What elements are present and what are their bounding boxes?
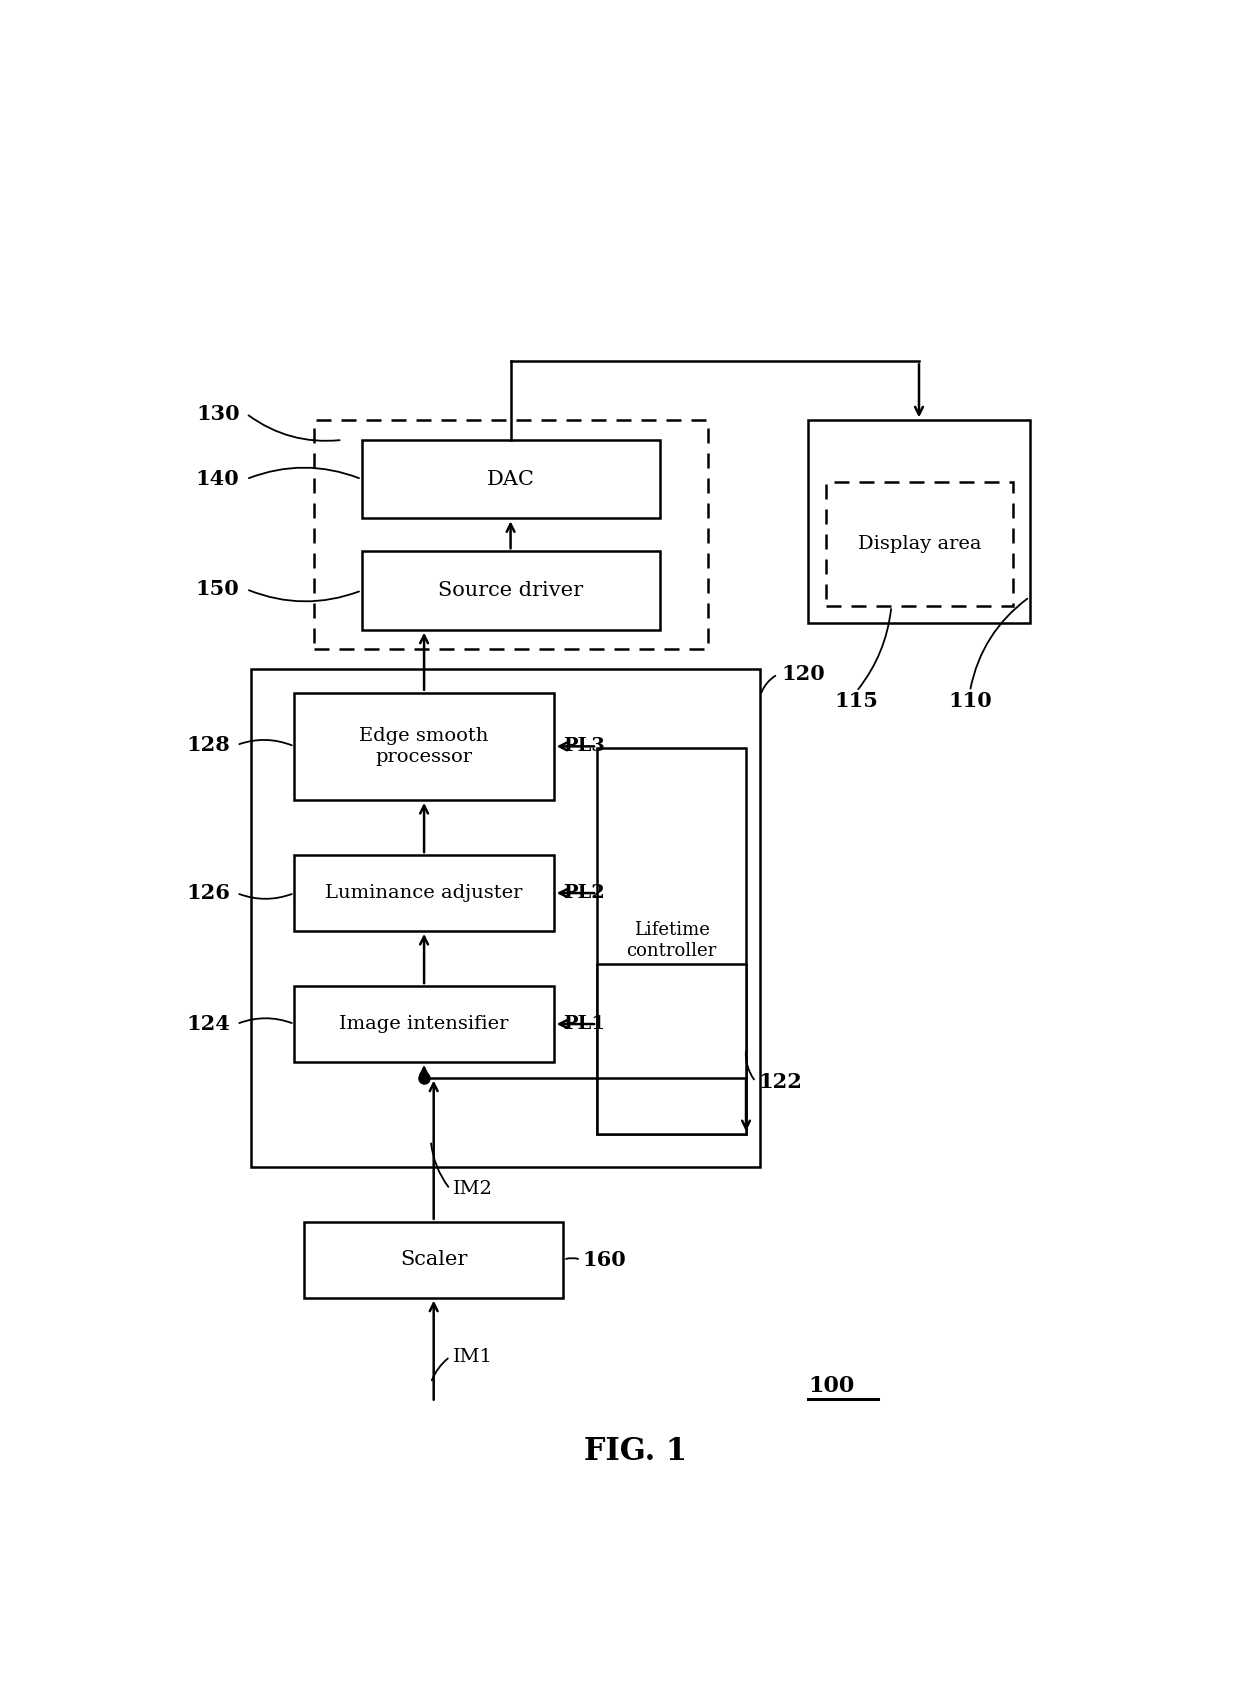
Bar <box>314 420 708 650</box>
Bar <box>294 692 554 799</box>
Bar <box>596 964 746 1135</box>
Text: Image intensifier: Image intensifier <box>340 1015 508 1033</box>
Text: 128: 128 <box>186 735 229 755</box>
Text: 126: 126 <box>186 883 229 903</box>
Text: 160: 160 <box>583 1250 626 1269</box>
Text: PL3: PL3 <box>563 737 605 755</box>
Bar <box>362 551 660 629</box>
Text: 122: 122 <box>759 1072 802 1092</box>
Bar <box>294 987 554 1061</box>
Text: 124: 124 <box>186 1014 229 1034</box>
Text: IM2: IM2 <box>453 1180 492 1198</box>
Text: FIG. 1: FIG. 1 <box>584 1436 687 1466</box>
Text: Luminance adjuster: Luminance adjuster <box>325 885 523 902</box>
Text: 150: 150 <box>196 580 239 599</box>
Text: Edge smooth
processor: Edge smooth processor <box>360 726 489 765</box>
Text: Source driver: Source driver <box>438 582 583 600</box>
Bar <box>596 748 746 1135</box>
Text: 110: 110 <box>949 691 992 711</box>
Text: Display panel: Display panel <box>852 512 986 531</box>
Bar <box>362 441 660 519</box>
Bar <box>304 1221 563 1298</box>
Bar <box>294 856 554 930</box>
Text: Lifetime
controller: Lifetime controller <box>626 922 717 961</box>
Bar <box>250 668 760 1167</box>
Text: 115: 115 <box>835 691 878 711</box>
Bar <box>808 420 1029 623</box>
Bar <box>826 481 1013 606</box>
Text: PL1: PL1 <box>563 1015 605 1033</box>
Text: Scaler: Scaler <box>401 1250 467 1269</box>
Text: PL2: PL2 <box>563 885 605 902</box>
Text: DAC: DAC <box>486 469 534 488</box>
Text: 120: 120 <box>781 665 826 684</box>
Text: 100: 100 <box>808 1374 854 1397</box>
Text: IM1: IM1 <box>453 1347 492 1366</box>
Text: Display area: Display area <box>858 536 981 553</box>
Text: 140: 140 <box>196 469 239 490</box>
Text: 130: 130 <box>196 403 239 424</box>
